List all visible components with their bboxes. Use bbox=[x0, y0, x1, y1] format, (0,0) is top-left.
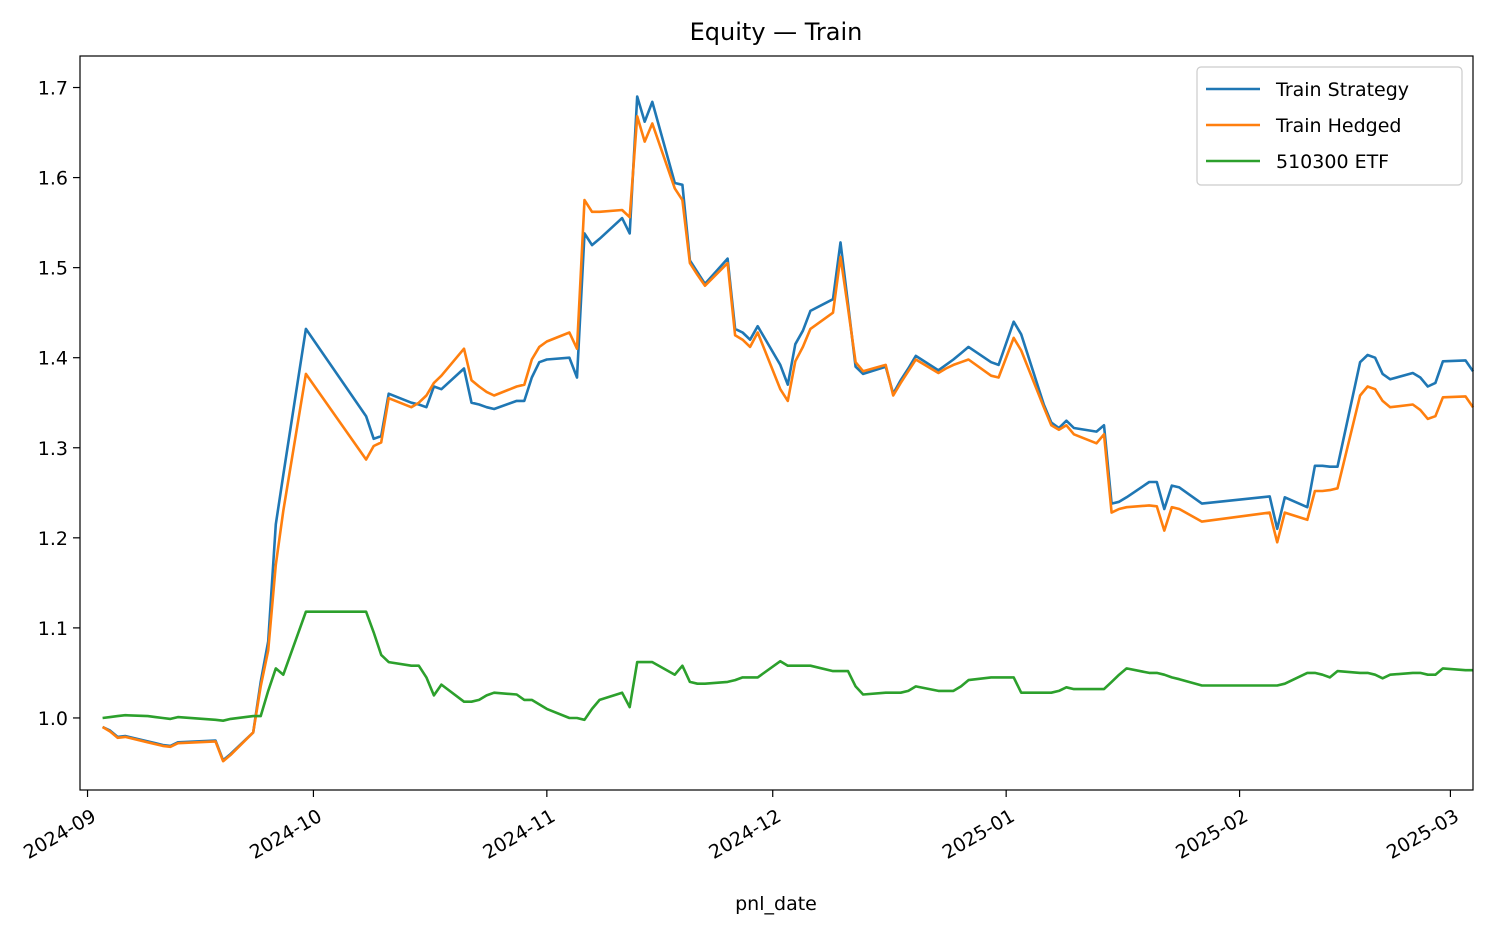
y-tick-label: 1.2 bbox=[38, 528, 68, 550]
y-tick-label: 1.1 bbox=[38, 618, 68, 640]
x-tick-label: 2025-02 bbox=[1172, 805, 1252, 864]
x-tick-label: 2024-11 bbox=[479, 805, 559, 864]
x-tick-label: 2024-10 bbox=[246, 805, 326, 864]
legend: Train Strategy Train Hedged 510300 ETF bbox=[1196, 66, 1463, 186]
series-layer bbox=[101, 95, 1475, 763]
x-tick-label: 2025-01 bbox=[939, 805, 1019, 864]
legend-label: 510300 ETF bbox=[1276, 151, 1389, 173]
series-line-1 bbox=[101, 115, 1475, 763]
legend-label: Train Hedged bbox=[1275, 115, 1401, 137]
series-line-0 bbox=[102, 95, 1475, 762]
x-tick-label: 2024-12 bbox=[705, 805, 785, 864]
legend-box bbox=[1196, 66, 1463, 186]
x-tick-label: 2024-09 bbox=[20, 805, 100, 864]
y-tick-label: 1.3 bbox=[38, 438, 68, 460]
chart-title: Equity — Train bbox=[690, 18, 863, 46]
x-axis: 2024-09 2024-10 2024-11 2024-12 2025-01 2025-… bbox=[20, 790, 1463, 864]
y-tick-label: 1.7 bbox=[38, 78, 68, 100]
y-tick-label: 1.6 bbox=[38, 168, 68, 190]
y-tick-label: 1.4 bbox=[38, 348, 68, 370]
y-tick-label: 1.5 bbox=[38, 258, 68, 280]
y-axis: 1.0 1.1 1.2 1.3 1.4 1.5 1.6 1.7 bbox=[38, 78, 80, 730]
legend-label: Train Strategy bbox=[1275, 79, 1409, 101]
series-line-2 bbox=[102, 610, 1473, 722]
plot-frame bbox=[79, 55, 1474, 791]
x-tick-label: 2025-03 bbox=[1383, 805, 1463, 864]
y-tick-label: 1.0 bbox=[38, 708, 68, 730]
x-axis-label: pnl_date bbox=[735, 893, 817, 915]
